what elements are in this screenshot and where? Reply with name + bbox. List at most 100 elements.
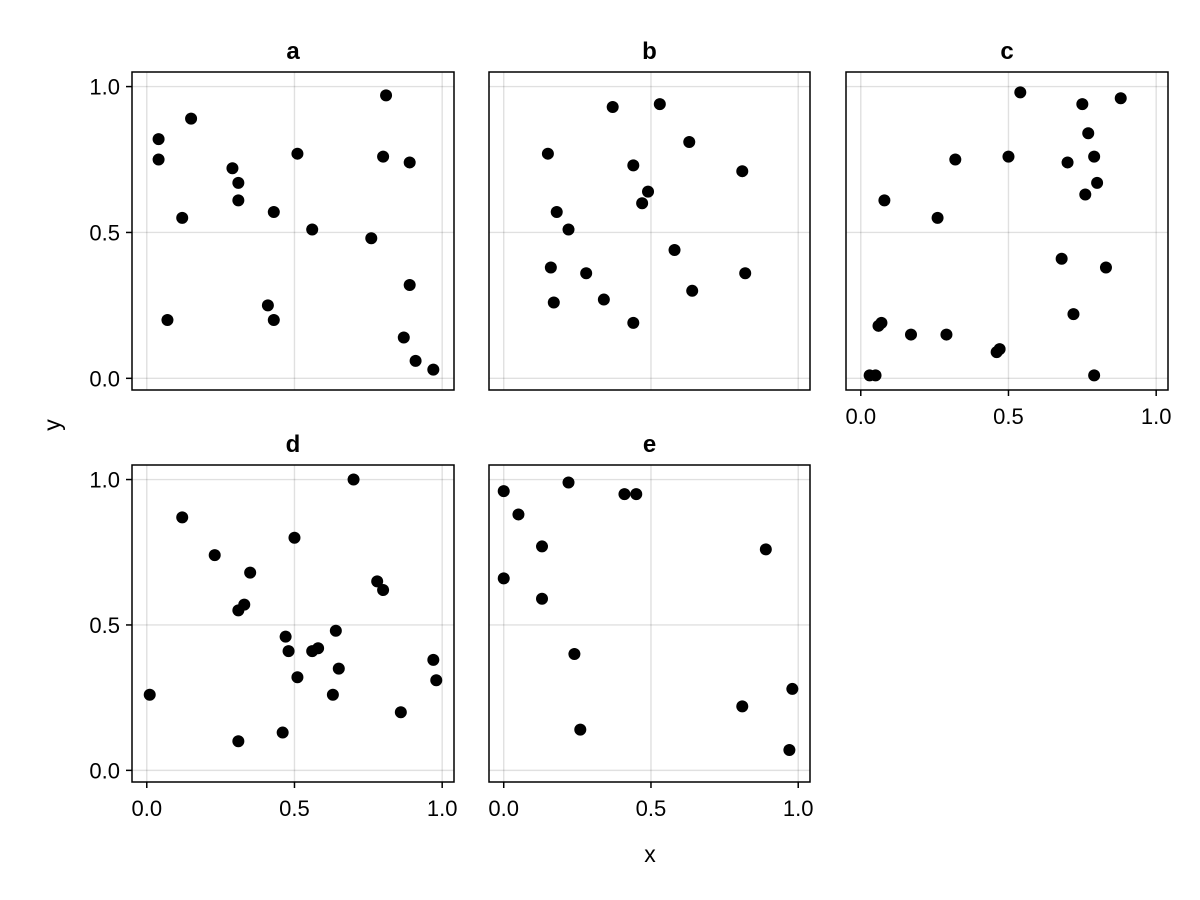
data-point: [282, 645, 295, 658]
data-point: [536, 592, 549, 605]
data-point: [279, 630, 292, 643]
data-point: [185, 112, 198, 125]
data-point: [427, 363, 440, 376]
data-point: [904, 328, 917, 341]
data-point: [208, 549, 221, 562]
panels-layer: a 0.0 0.5 1.0 b c 0.0 0.5 1.0 d 0.0 0.5 1.0 0.0 0.5 1.0…: [89, 38, 1171, 821]
data-point: [291, 671, 304, 684]
data-point: [1061, 156, 1074, 169]
data-point: [1088, 150, 1101, 163]
x-tick-label: 0.5: [279, 796, 310, 821]
data-point: [541, 147, 554, 160]
data-point: [949, 153, 962, 166]
x-tick-label: 1.0: [783, 796, 814, 821]
panel-b: b: [488, 38, 811, 391]
data-point: [1002, 150, 1015, 163]
panel-title-a: a: [286, 38, 300, 65]
data-point: [1088, 369, 1101, 382]
y-tick-label: 1.0: [89, 468, 120, 493]
data-point: [783, 744, 796, 757]
data-point: [686, 284, 699, 297]
data-point: [636, 197, 649, 210]
data-point: [618, 488, 631, 501]
data-point: [244, 566, 257, 579]
x-tick-label: 0.5: [636, 796, 667, 821]
panel-frame: [131, 71, 455, 391]
data-point: [544, 261, 557, 274]
data-point: [409, 354, 422, 367]
data-point: [759, 543, 772, 556]
data-point: [630, 488, 643, 501]
data-point: [430, 674, 443, 687]
data-point: [993, 343, 1006, 356]
data-point: [394, 706, 407, 719]
data-point: [606, 101, 619, 114]
y-tick-label: 0.0: [89, 366, 120, 391]
data-point: [152, 133, 165, 146]
data-point: [597, 293, 610, 306]
data-point: [306, 223, 319, 236]
x-tick-label: 0.0: [845, 404, 876, 429]
x-tick-label: 0.0: [488, 796, 519, 821]
data-point: [497, 572, 510, 585]
data-point: [574, 723, 587, 736]
data-point: [736, 700, 749, 713]
data-point: [878, 194, 891, 207]
data-point: [1067, 308, 1080, 321]
data-point: [1114, 92, 1127, 105]
data-point: [653, 98, 666, 111]
x-tick-label: 0.5: [993, 404, 1024, 429]
data-point: [397, 331, 410, 344]
panel-title-c: c: [1000, 38, 1013, 65]
data-point: [547, 296, 560, 309]
data-point: [365, 232, 378, 245]
data-point: [161, 313, 174, 326]
data-point: [326, 688, 339, 701]
data-point: [238, 598, 251, 611]
data-point: [403, 278, 416, 291]
data-point: [226, 162, 239, 175]
data-point: [512, 508, 525, 521]
x-tick-label: 0.0: [131, 796, 162, 821]
data-point: [332, 662, 345, 675]
data-point: [377, 584, 390, 597]
data-point: [786, 682, 799, 695]
data-point: [1082, 127, 1095, 140]
data-point: [550, 206, 563, 219]
data-point: [642, 185, 655, 198]
data-point: [869, 369, 882, 382]
data-point: [312, 642, 325, 655]
data-point: [276, 726, 289, 739]
data-point: [267, 313, 280, 326]
data-point: [875, 316, 888, 329]
data-point: [267, 206, 280, 219]
data-point: [1091, 176, 1104, 189]
panel-frame: [131, 464, 455, 783]
data-point: [232, 194, 245, 207]
y-tick-label: 0.5: [89, 220, 120, 245]
data-point: [403, 156, 416, 169]
data-point: [176, 211, 189, 224]
data-point: [736, 165, 749, 178]
data-point: [940, 328, 953, 341]
panel-a: a 0.0 0.5 1.0: [89, 38, 455, 391]
data-point: [1099, 261, 1112, 274]
data-point: [568, 648, 581, 661]
data-point: [232, 176, 245, 189]
data-point: [380, 89, 393, 102]
panel-d: d 0.0 0.5 1.0 0.0 0.5 1.0: [89, 431, 457, 821]
panel-title-d: d: [286, 431, 301, 458]
data-point: [497, 485, 510, 498]
panel-c: c 0.0 0.5 1.0: [845, 38, 1171, 429]
data-point: [152, 153, 165, 166]
data-point: [347, 473, 360, 486]
panel-frame: [488, 464, 811, 783]
y-tick-label: 0.5: [89, 613, 120, 638]
data-point: [291, 147, 304, 160]
panel-frame: [488, 71, 811, 391]
data-point: [562, 476, 575, 489]
data-point: [580, 267, 593, 280]
data-point: [377, 150, 390, 163]
y-tick-label: 0.0: [89, 758, 120, 783]
